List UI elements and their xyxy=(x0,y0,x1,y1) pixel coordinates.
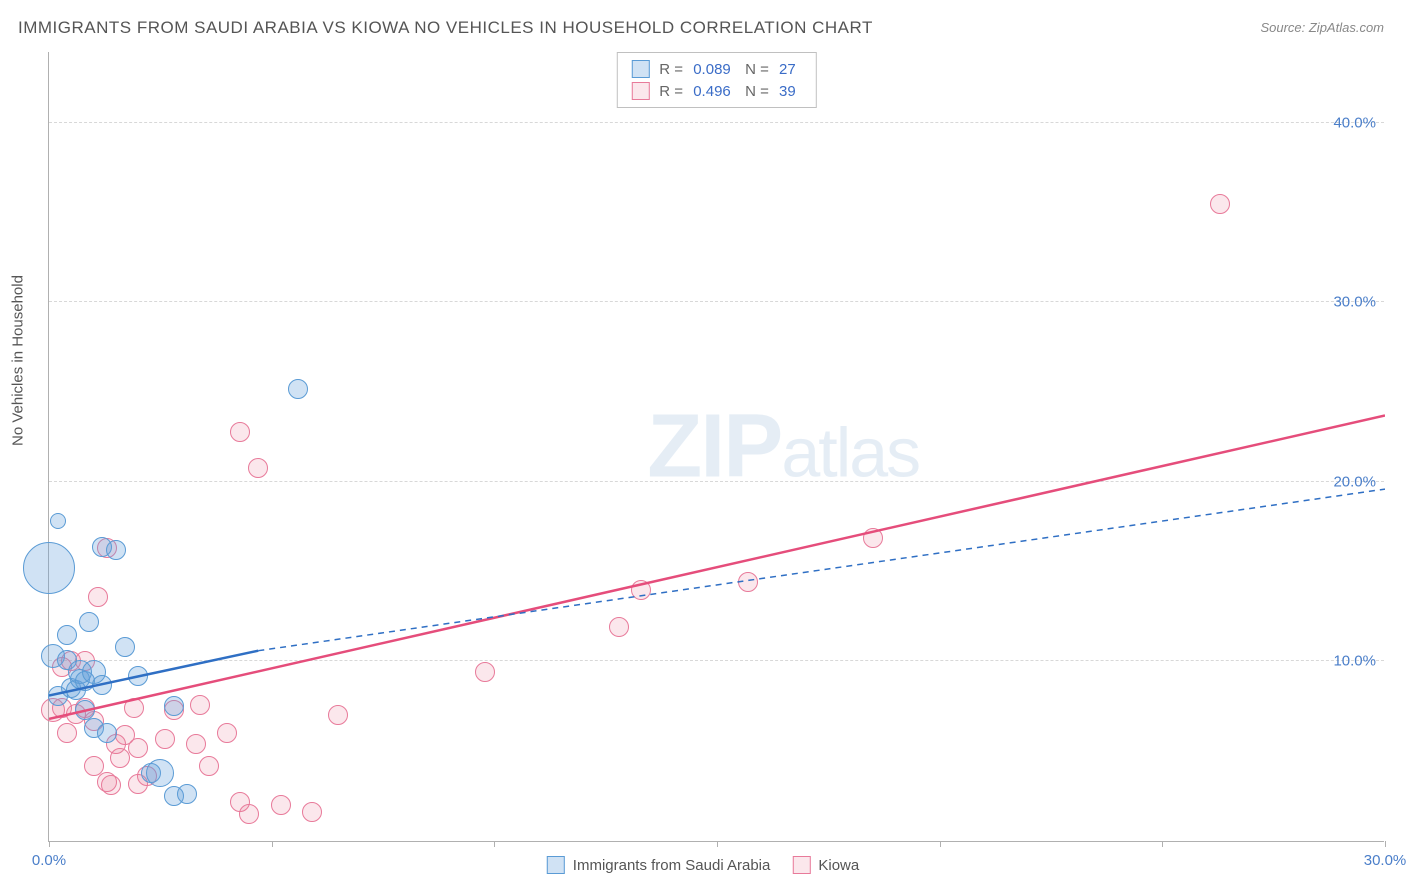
trend-lines xyxy=(49,51,1385,841)
legend: Immigrants from Saudi Arabia Kiowa xyxy=(547,856,859,874)
x-tick-mark xyxy=(1385,841,1386,847)
x-tick-mark xyxy=(272,841,273,847)
chart-source: Source: ZipAtlas.com xyxy=(1260,20,1384,35)
plot-area: ZIPatlas R = 0.089 N = 27 R = 0.496 N = … xyxy=(48,52,1384,842)
x-tick-mark xyxy=(494,841,495,847)
x-tick-mark xyxy=(49,841,50,847)
legend-swatch-blue xyxy=(547,856,565,874)
chart-title: IMMIGRANTS FROM SAUDI ARABIA VS KIOWA NO… xyxy=(18,18,873,38)
x-tick-mark xyxy=(940,841,941,847)
legend-item-series2: Kiowa xyxy=(792,856,859,874)
x-tick-mark xyxy=(717,841,718,847)
legend-item-series1: Immigrants from Saudi Arabia xyxy=(547,856,771,874)
legend-label-2: Kiowa xyxy=(818,857,859,874)
chart-container: IMMIGRANTS FROM SAUDI ARABIA VS KIOWA NO… xyxy=(0,0,1406,892)
legend-label-1: Immigrants from Saudi Arabia xyxy=(573,857,771,874)
x-tick-label: 30.0% xyxy=(1364,852,1406,869)
y-axis-label: No Vehicles in Household xyxy=(10,275,27,446)
x-tick-label: 0.0% xyxy=(32,852,66,869)
x-tick-mark xyxy=(1162,841,1163,847)
legend-swatch-pink xyxy=(792,856,810,874)
